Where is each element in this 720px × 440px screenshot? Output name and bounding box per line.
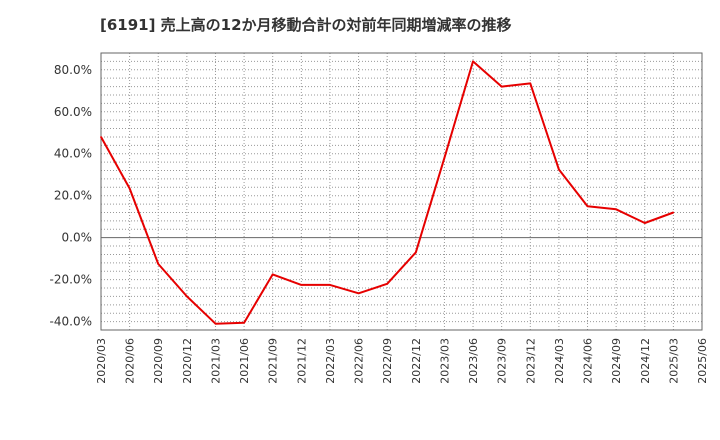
x-tick-label: 2021/06 xyxy=(238,338,251,384)
data-point xyxy=(157,263,160,265)
y-tick-label: -20.0% xyxy=(50,273,92,287)
x-tick-label: 2022/06 xyxy=(353,338,366,384)
y-tick-label: -40.0% xyxy=(50,315,92,329)
x-tick-label: 2022/12 xyxy=(410,338,423,384)
y-tick-label: 20.0% xyxy=(54,189,92,203)
x-tick-label: 2020/09 xyxy=(152,338,165,384)
data-point xyxy=(443,157,446,159)
data-point xyxy=(386,283,388,285)
x-tick-label: 2022/03 xyxy=(324,338,337,384)
x-tick-label: 2023/06 xyxy=(467,338,480,384)
x-tick-label: 2022/09 xyxy=(381,338,394,384)
data-point xyxy=(586,205,589,207)
x-tick-label: 2024/09 xyxy=(610,338,623,384)
x-tick-label: 2023/03 xyxy=(438,338,451,384)
data-point xyxy=(672,211,675,214)
x-tick-label: 2020/12 xyxy=(181,338,194,384)
data-point xyxy=(100,136,102,138)
data-point xyxy=(643,222,646,224)
data-point xyxy=(615,208,617,211)
data-point xyxy=(243,321,245,324)
x-tick-label: 2023/12 xyxy=(524,338,537,384)
data-point xyxy=(357,292,360,295)
data-point xyxy=(186,295,188,298)
data-point xyxy=(529,82,532,85)
y-tick-label: 80.0% xyxy=(54,63,92,77)
data-point xyxy=(415,251,417,254)
x-tick-label: 2021/03 xyxy=(209,338,222,384)
plot-frame xyxy=(100,52,703,331)
y-axis-tick-labels: -40.0% -20.0% 0.0% 20.0% 40.0% 60.0% 80.0% xyxy=(50,63,92,329)
x-tick-label: 2021/12 xyxy=(295,338,308,384)
x-axis-tick-labels: 2020/03 2020/06 2020/09 2020/12 2021/03 2021/… xyxy=(95,338,709,384)
data-point xyxy=(128,187,131,190)
data-point xyxy=(300,284,303,286)
y-tick-label: 0.0% xyxy=(62,231,93,245)
data-point xyxy=(500,85,503,88)
x-tick-label: 2023/09 xyxy=(496,338,509,384)
data-point xyxy=(329,284,331,286)
x-tick-label: 2025/03 xyxy=(667,338,680,384)
vertical-gridlines xyxy=(129,53,674,330)
data-point xyxy=(271,273,274,276)
y-tick-label: 40.0% xyxy=(54,147,92,161)
x-tick-label: 2024/06 xyxy=(582,338,595,384)
plot-area xyxy=(101,53,702,330)
data-point xyxy=(472,60,474,63)
x-tick-label: 2024/12 xyxy=(639,338,652,384)
x-tick-label: 2020/06 xyxy=(124,338,137,384)
chart-title: [6191] 売上高の12か月移動合計の対前年同期増減率の推移 xyxy=(100,16,512,34)
data-point xyxy=(214,322,217,325)
y-tick-label: 60.0% xyxy=(54,105,92,119)
x-tick-label: 2024/03 xyxy=(553,338,566,384)
x-tick-label: 2021/09 xyxy=(267,338,280,384)
series-group xyxy=(100,60,675,325)
data-point xyxy=(558,168,560,171)
x-tick-label: 2025/06 xyxy=(696,338,709,384)
x-tick-label: 2020/03 xyxy=(95,338,108,384)
